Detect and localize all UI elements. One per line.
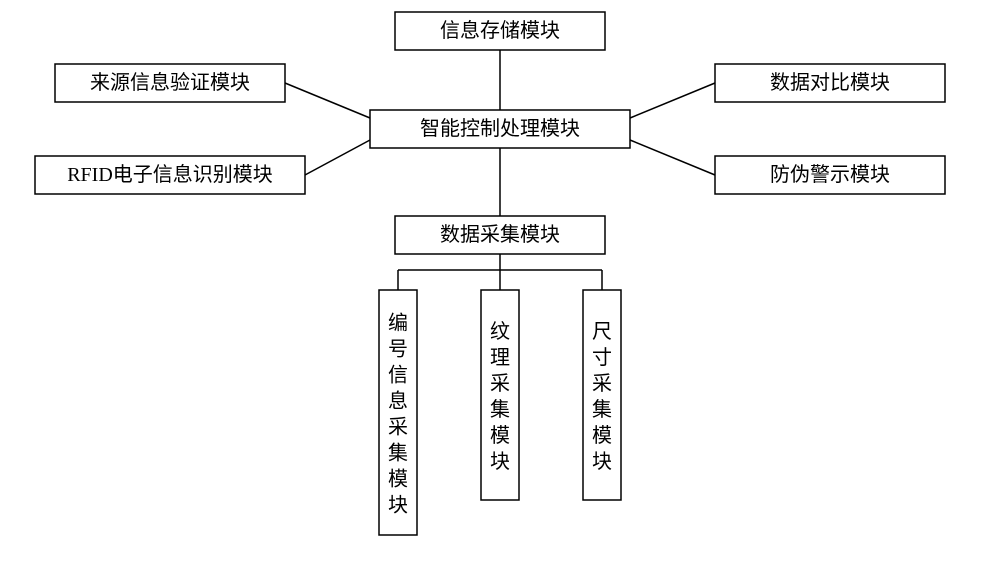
system-diagram: 信息存储模块来源信息验证模块 数据对比模块智能控制处理模块 RFID电子信息识别模块… xyxy=(0,0,1000,563)
node-sizecol: 尺寸采集模块 xyxy=(583,290,621,500)
node-storage-label: 信息存储模块 xyxy=(440,19,560,42)
edge-rfid-control xyxy=(305,140,370,175)
node-numcol-char: 息 xyxy=(388,390,408,413)
node-texcol-char: 模 xyxy=(490,424,510,447)
node-texcol-char: 理 xyxy=(490,347,510,369)
node-sizecol-char: 尺 xyxy=(592,321,612,343)
node-alarm: 防伪警示模块 xyxy=(715,156,945,194)
node-compare: 数据对比模块 xyxy=(715,64,945,102)
node-source: 来源信息验证模块 xyxy=(55,64,285,102)
node-rfid-label: RFID电子信息识别模块 xyxy=(67,163,273,186)
node-storage: 信息存储模块 xyxy=(395,12,605,50)
node-numcol: 编号信息采集模块 xyxy=(379,290,417,535)
node-sizecol-char: 寸 xyxy=(592,346,612,369)
node-sizecol-char: 模 xyxy=(592,424,612,447)
node-numcol-char: 块 xyxy=(388,494,408,517)
node-numcol-char: 编 xyxy=(388,312,408,335)
node-alarm-label: 防伪警示模块 xyxy=(770,163,890,186)
edge-source-control xyxy=(285,83,370,118)
node-rfid: RFID电子信息识别模块 xyxy=(35,156,305,194)
node-texcol-char: 采 xyxy=(490,372,510,395)
node-control-label: 智能控制处理模块 xyxy=(420,117,580,140)
node-sizecol-char: 块 xyxy=(592,450,612,473)
node-numcol-char: 信 xyxy=(388,364,408,387)
node-sizecol-char: 采 xyxy=(592,372,612,395)
node-source-label: 来源信息验证模块 xyxy=(90,71,250,94)
node-texcol-char: 集 xyxy=(490,398,510,421)
edge-compare-control xyxy=(630,83,715,118)
node-texcol-char: 纹 xyxy=(490,320,510,343)
node-numcol-char: 号 xyxy=(388,339,408,361)
node-texcol-char: 块 xyxy=(490,450,510,473)
node-control: 智能控制处理模块 xyxy=(370,110,630,148)
node-collect-label: 数据采集模块 xyxy=(440,223,560,246)
node-compare-label: 数据对比模块 xyxy=(770,71,890,94)
node-numcol-char: 采 xyxy=(388,416,408,439)
edge-alarm-control xyxy=(630,140,715,175)
node-sizecol-char: 集 xyxy=(592,398,612,421)
node-texcol: 纹理采集模块 xyxy=(481,290,519,500)
node-numcol-char: 集 xyxy=(388,442,408,465)
node-numcol-char: 模 xyxy=(388,468,408,491)
node-collect: 数据采集模块 xyxy=(395,216,605,254)
